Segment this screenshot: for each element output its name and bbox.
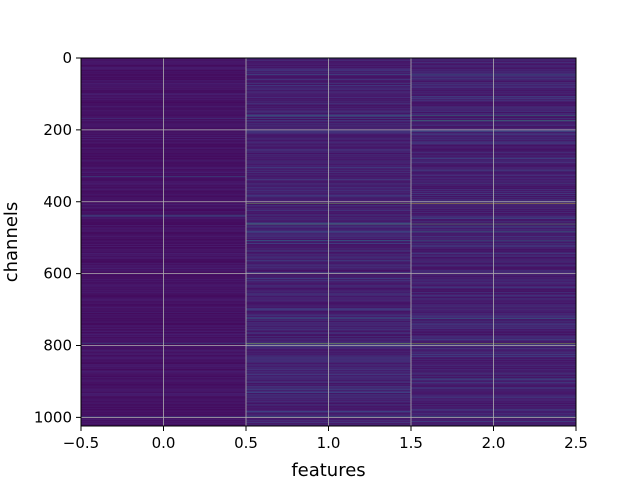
- x-tick-label: −0.5: [63, 434, 99, 452]
- y-tick-label: 400: [43, 193, 72, 211]
- plot-area: [80, 57, 577, 427]
- x-axis: −0.5 0.0 0.5 1.0 1.5 2.0 2.5: [63, 426, 588, 452]
- x-tick-label: 0.0: [152, 434, 176, 452]
- y-axis: 0 200 400 600 800 1000: [34, 49, 81, 426]
- x-tick-label: 1.0: [317, 434, 341, 452]
- y-axis-label: channels: [1, 202, 22, 283]
- x-tick-label: 1.5: [399, 434, 423, 452]
- y-tick-label: 800: [43, 337, 72, 355]
- x-axis-label: features: [291, 460, 365, 480]
- y-tick-label: 600: [43, 265, 72, 283]
- y-tick-label: 0: [62, 49, 72, 67]
- x-tick-label: 2.5: [564, 434, 588, 452]
- y-tick-label: 1000: [34, 408, 72, 426]
- y-tick-label: 200: [43, 121, 72, 139]
- x-tick-label: 2.0: [482, 434, 506, 452]
- x-tick-label: 0.5: [234, 434, 258, 452]
